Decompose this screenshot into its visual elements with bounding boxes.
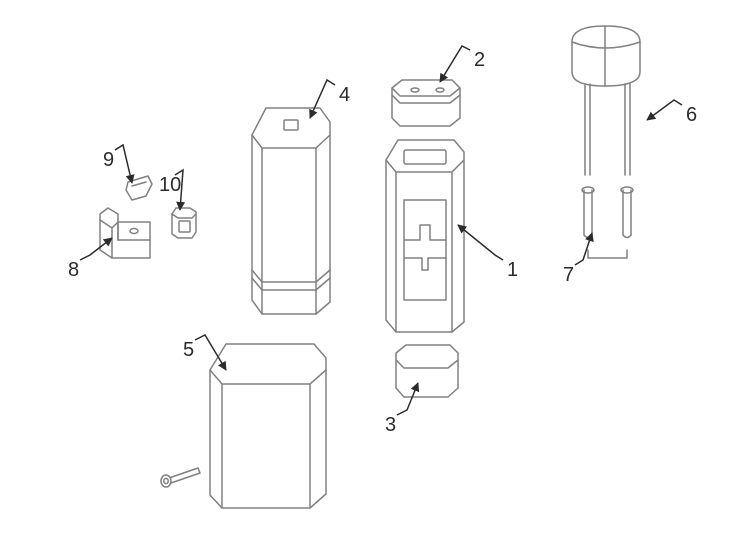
callout-leader-6 <box>647 100 682 120</box>
frame-bottom-cap <box>396 345 458 397</box>
callout-label-1: 1 <box>507 259 518 281</box>
armrest-frame <box>386 140 464 332</box>
bracket <box>100 208 150 258</box>
callout-label-2: 2 <box>474 49 485 71</box>
frame-top-cap <box>392 80 460 126</box>
callout-label-9: 9 <box>103 149 114 171</box>
callout-label-6: 6 <box>686 104 697 126</box>
callout-label-3: 3 <box>385 414 396 436</box>
callout-label-8: 8 <box>68 259 79 281</box>
callout-label-7: 7 <box>563 264 574 286</box>
callout-label-4: 4 <box>339 84 350 106</box>
callout-leader-2 <box>440 46 470 82</box>
callout-label-10: 10 <box>159 174 181 196</box>
callout-leader-9 <box>115 145 132 183</box>
exploded-parts-diagram: 1 2 3 4 5 6 7 8 9 10 <box>0 0 734 540</box>
headrest-guide-sleeves <box>582 187 633 258</box>
seat-back-panel <box>161 344 326 508</box>
clip <box>126 176 152 200</box>
callout-label-5: 5 <box>183 339 194 361</box>
latch-button <box>172 208 196 238</box>
headrest <box>572 26 640 175</box>
armrest-pad <box>252 108 330 314</box>
